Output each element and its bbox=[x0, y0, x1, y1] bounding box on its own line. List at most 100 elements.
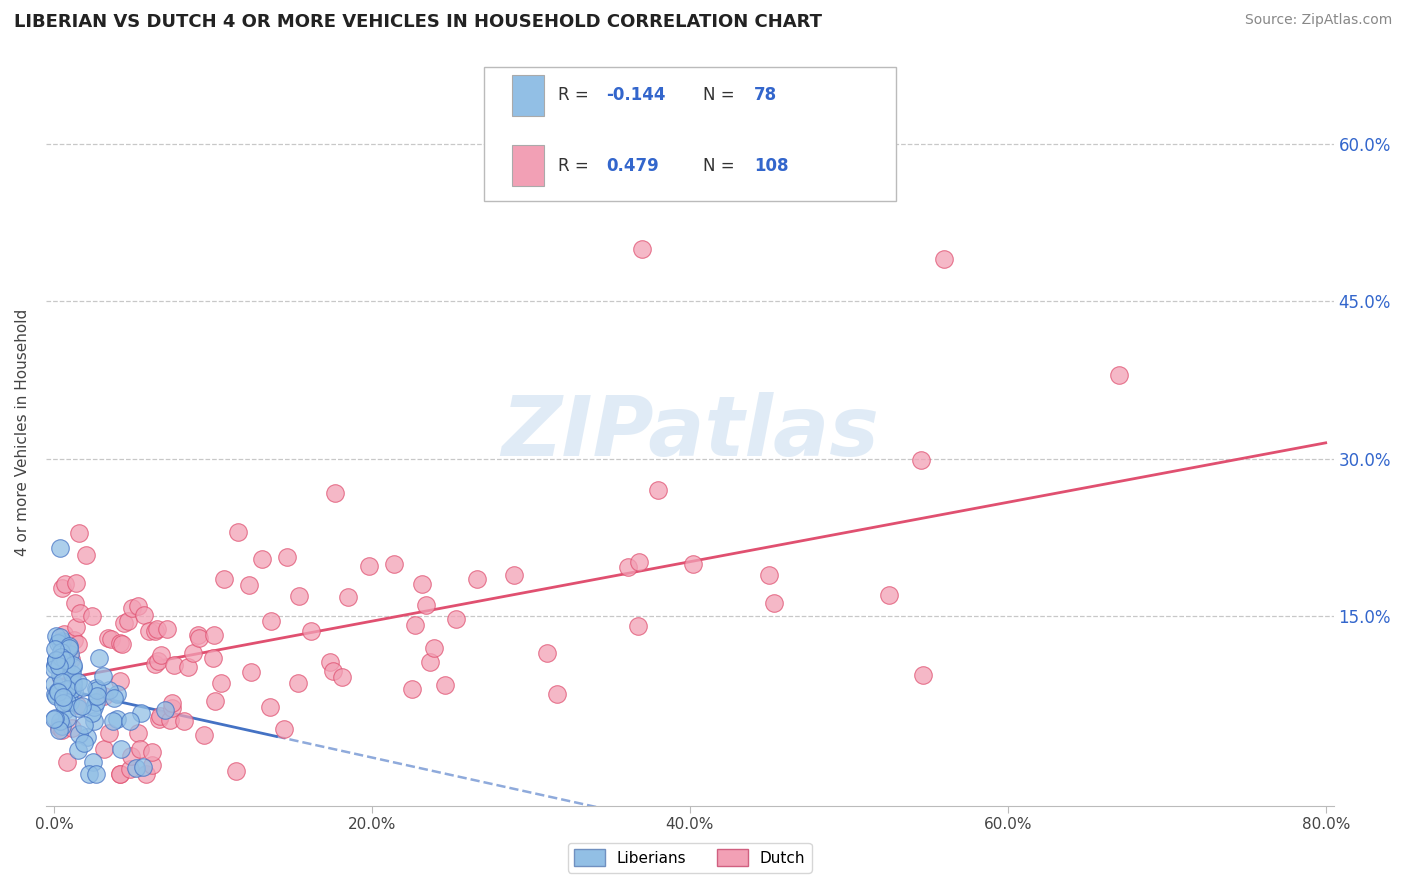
Point bbox=[80, 608, 103, 623]
Point bbox=[59, 695, 82, 709]
Point bbox=[330, 670, 353, 684]
Point bbox=[53, 577, 76, 591]
Point bbox=[322, 664, 344, 678]
Point bbox=[93, 669, 115, 683]
Point bbox=[132, 759, 155, 773]
FancyBboxPatch shape bbox=[512, 145, 544, 186]
Point bbox=[48, 720, 70, 734]
Point bbox=[127, 599, 149, 614]
Point bbox=[118, 714, 141, 728]
Point bbox=[146, 622, 169, 636]
Point bbox=[323, 485, 346, 500]
Point bbox=[912, 668, 935, 682]
Point bbox=[149, 708, 172, 723]
Point bbox=[444, 612, 467, 626]
Point bbox=[128, 741, 150, 756]
Point bbox=[160, 696, 183, 710]
Point bbox=[181, 646, 204, 660]
Point bbox=[48, 723, 70, 737]
Point bbox=[187, 631, 209, 645]
Point bbox=[202, 628, 225, 642]
Point bbox=[55, 710, 77, 724]
Point bbox=[226, 524, 249, 539]
Point bbox=[150, 648, 173, 663]
Point bbox=[193, 728, 215, 742]
Point bbox=[433, 677, 456, 691]
Point bbox=[56, 681, 79, 696]
Point bbox=[62, 674, 84, 689]
Point bbox=[204, 694, 226, 708]
Legend: Liberians, Dutch: Liberians, Dutch bbox=[568, 843, 811, 872]
Point bbox=[401, 681, 423, 696]
Point bbox=[336, 591, 359, 605]
Point bbox=[86, 689, 108, 703]
Point bbox=[628, 555, 651, 569]
Point bbox=[44, 642, 66, 657]
Point bbox=[66, 698, 89, 712]
Point bbox=[75, 548, 97, 562]
Point bbox=[419, 655, 441, 669]
Point bbox=[758, 567, 780, 582]
Point bbox=[138, 624, 160, 639]
Point bbox=[97, 683, 120, 698]
Point bbox=[631, 242, 654, 256]
Point bbox=[45, 629, 67, 643]
Point bbox=[465, 572, 488, 586]
Point bbox=[105, 687, 128, 701]
Point bbox=[83, 714, 105, 728]
Point bbox=[62, 684, 84, 698]
Point bbox=[118, 762, 141, 776]
Point bbox=[214, 572, 236, 586]
Point bbox=[423, 640, 446, 655]
Point bbox=[127, 726, 149, 740]
Point bbox=[1108, 368, 1130, 382]
Point bbox=[319, 655, 342, 669]
Point bbox=[89, 650, 111, 665]
Point bbox=[141, 757, 163, 772]
Point bbox=[763, 597, 786, 611]
Point bbox=[617, 559, 640, 574]
Point bbox=[82, 755, 104, 769]
Point bbox=[45, 652, 67, 666]
Point bbox=[682, 557, 704, 571]
Point bbox=[240, 665, 263, 679]
Point bbox=[62, 660, 84, 674]
Point bbox=[209, 675, 232, 690]
Text: ZIPatlas: ZIPatlas bbox=[501, 392, 879, 473]
Point bbox=[52, 627, 75, 641]
Point bbox=[259, 699, 281, 714]
Point bbox=[260, 614, 283, 628]
Point bbox=[177, 659, 200, 673]
Point bbox=[163, 657, 186, 672]
Point bbox=[83, 699, 105, 714]
Point bbox=[225, 764, 247, 779]
Point bbox=[877, 588, 900, 602]
Point bbox=[238, 577, 260, 591]
Text: 0.479: 0.479 bbox=[606, 156, 659, 175]
Point bbox=[46, 685, 69, 699]
Text: 108: 108 bbox=[754, 156, 789, 175]
Point bbox=[67, 701, 90, 715]
Point bbox=[65, 620, 87, 634]
Point bbox=[135, 767, 157, 781]
Point bbox=[117, 614, 139, 628]
Point bbox=[98, 726, 121, 740]
Point bbox=[73, 736, 96, 750]
Point bbox=[49, 645, 72, 659]
Point bbox=[70, 699, 93, 714]
Point bbox=[62, 657, 84, 672]
Text: N =: N = bbox=[703, 156, 740, 175]
Point bbox=[45, 652, 67, 666]
Y-axis label: 4 or more Vehicles in Household: 4 or more Vehicles in Household bbox=[15, 309, 30, 557]
Point bbox=[536, 646, 558, 660]
Text: LIBERIAN VS DUTCH 4 OR MORE VEHICLES IN HOUSEHOLD CORRELATION CHART: LIBERIAN VS DUTCH 4 OR MORE VEHICLES IN … bbox=[14, 13, 823, 31]
Point bbox=[60, 667, 83, 681]
Point bbox=[60, 722, 83, 736]
Point bbox=[155, 703, 177, 717]
Point bbox=[121, 600, 143, 615]
Point bbox=[357, 559, 380, 574]
Point bbox=[84, 694, 107, 708]
FancyBboxPatch shape bbox=[484, 67, 896, 202]
Point bbox=[934, 252, 956, 267]
Point bbox=[110, 767, 132, 781]
